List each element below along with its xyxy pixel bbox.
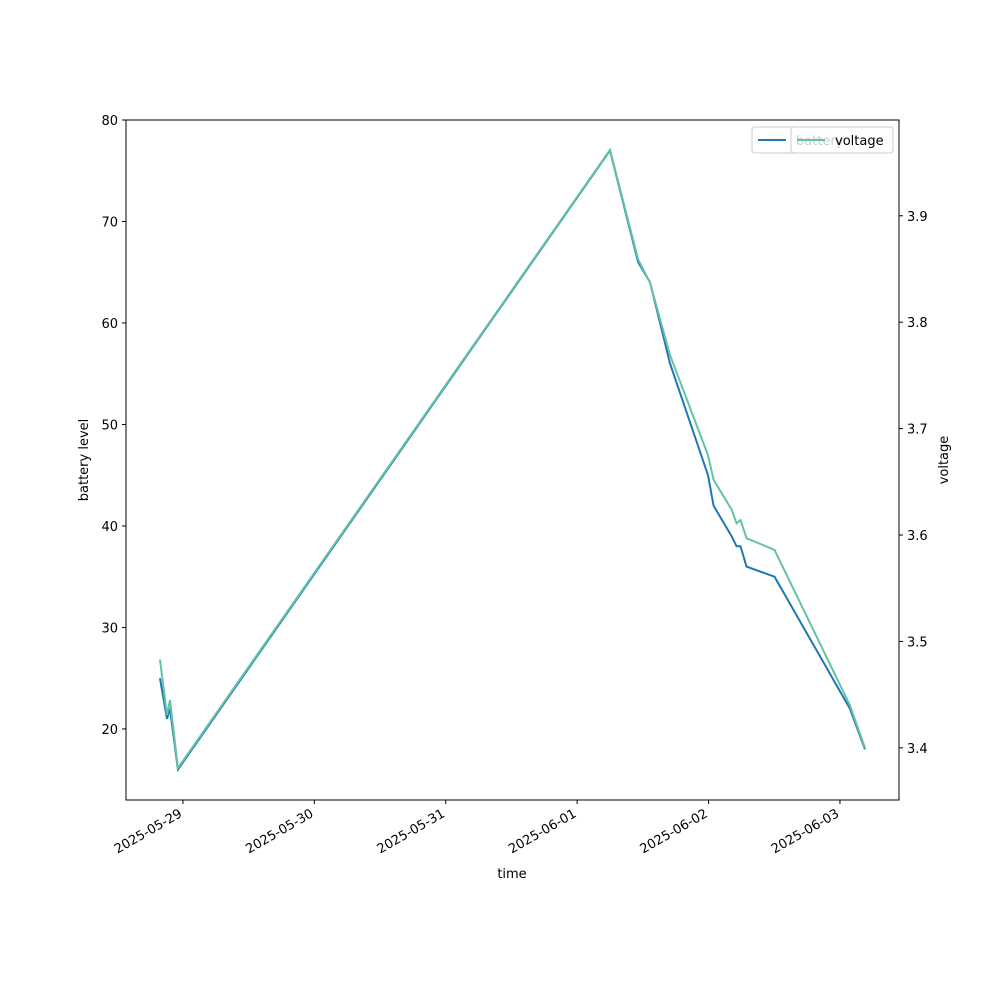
x-tick-label: 2025-06-01 bbox=[506, 806, 579, 857]
y2-tick-label: 3.5 bbox=[907, 635, 928, 650]
x-tick-label: 2025-06-02 bbox=[638, 806, 711, 857]
x-axis-label: time bbox=[497, 867, 526, 882]
legend-box bbox=[790, 126, 894, 154]
x-tick-label: 2025-05-31 bbox=[375, 806, 448, 857]
x-tick-label: 2025-05-29 bbox=[112, 806, 185, 857]
y-tick-label: 30 bbox=[101, 621, 118, 636]
y2-tick-label: 3.6 bbox=[907, 529, 928, 544]
y2-tick-label: 3.9 bbox=[907, 210, 928, 225]
y-axis-label: battery level bbox=[77, 419, 92, 502]
y-tick-label: 70 bbox=[101, 215, 118, 230]
data-line bbox=[158, 148, 866, 773]
y-tick-label: 60 bbox=[101, 317, 118, 332]
data-line bbox=[158, 147, 866, 771]
x-tick-label: 2025-05-30 bbox=[243, 806, 316, 857]
y2-tick-label: 3.7 bbox=[907, 423, 928, 438]
y2-axis-label: voltage bbox=[937, 436, 952, 485]
y-tick-label: 20 bbox=[101, 723, 118, 738]
y-tick-label: 50 bbox=[101, 418, 118, 433]
x-tick-label: 2025-06-03 bbox=[769, 806, 842, 857]
y-tick-label: 80 bbox=[101, 114, 118, 129]
y-tick-label: 40 bbox=[101, 520, 118, 535]
plot-frame bbox=[125, 119, 900, 801]
legend-label: voltage bbox=[835, 134, 884, 149]
y2-tick-label: 3.8 bbox=[907, 316, 928, 331]
y2-tick-label: 3.4 bbox=[907, 742, 928, 757]
